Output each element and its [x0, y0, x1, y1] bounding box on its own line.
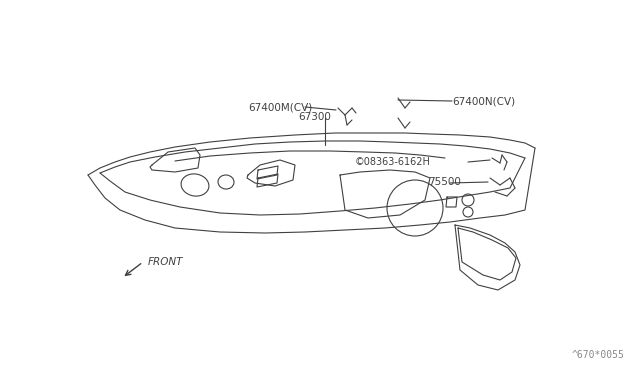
Text: ^670*0055: ^670*0055 — [572, 350, 625, 360]
Text: 67300: 67300 — [298, 112, 331, 122]
Text: ©08363-6162H: ©08363-6162H — [355, 157, 431, 167]
Text: 75500: 75500 — [428, 177, 461, 187]
Text: FRONT: FRONT — [148, 257, 184, 267]
Text: 67400M(CV): 67400M(CV) — [248, 102, 312, 112]
Text: 67400N(CV): 67400N(CV) — [452, 96, 515, 106]
